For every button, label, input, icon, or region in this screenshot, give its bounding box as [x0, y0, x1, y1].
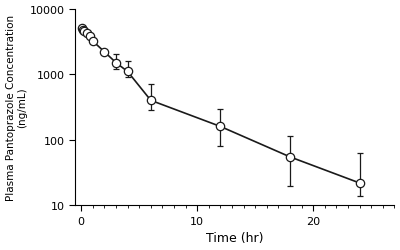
X-axis label: Time (hr): Time (hr): [206, 232, 264, 244]
Y-axis label: Plasma Pantoprazole Concentration
(ng/mL): Plasma Pantoprazole Concentration (ng/mL…: [6, 15, 27, 200]
